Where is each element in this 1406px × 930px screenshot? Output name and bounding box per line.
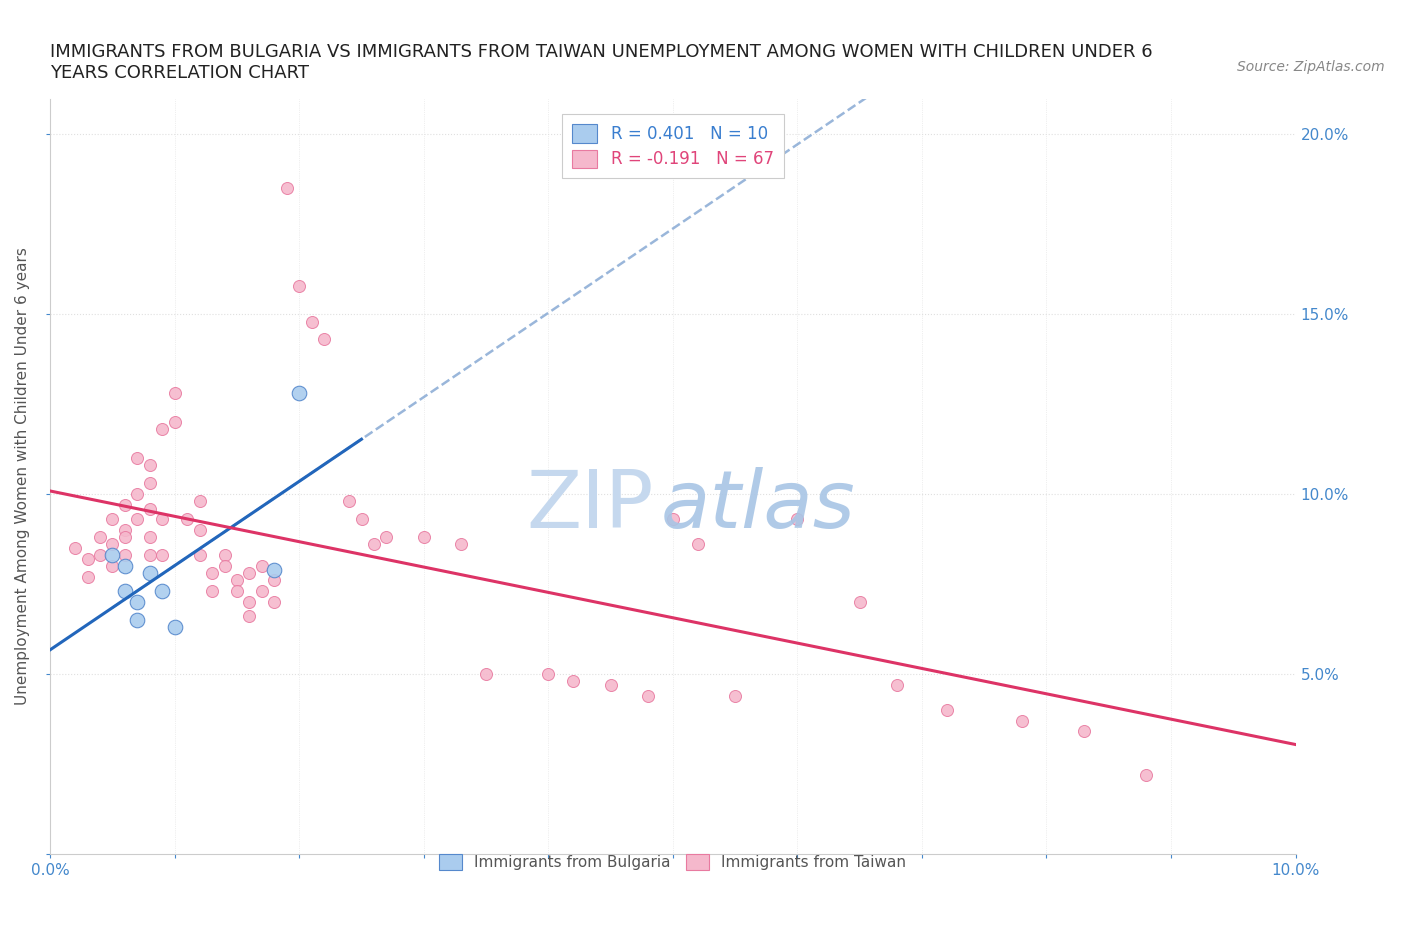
Point	[163, 619, 186, 634]
Point	[176, 512, 198, 526]
Text: atlas: atlas	[661, 468, 855, 545]
Point	[127, 594, 149, 609]
Text: ZIP: ZIP	[527, 468, 654, 545]
Point	[63, 540, 86, 555]
Point	[562, 673, 585, 688]
Point	[475, 667, 498, 682]
Point	[250, 584, 273, 599]
Point	[886, 677, 908, 692]
Point	[163, 415, 186, 430]
Point	[238, 609, 260, 624]
Point	[127, 512, 149, 526]
Point	[1073, 724, 1095, 739]
Point	[263, 594, 285, 609]
Point	[226, 573, 249, 588]
Point	[375, 530, 398, 545]
Point	[150, 584, 173, 599]
Point	[301, 314, 323, 329]
Point	[127, 613, 149, 628]
Point	[1011, 713, 1033, 728]
Point	[139, 530, 162, 545]
Point	[686, 537, 709, 551]
Point	[188, 494, 211, 509]
Text: Source: ZipAtlas.com: Source: ZipAtlas.com	[1237, 60, 1385, 74]
Point	[101, 548, 124, 563]
Point	[114, 523, 136, 538]
Point	[238, 594, 260, 609]
Point	[724, 688, 747, 703]
Point	[250, 559, 273, 574]
Point	[226, 584, 249, 599]
Point	[288, 386, 311, 401]
Point	[114, 530, 136, 545]
Point	[139, 476, 162, 491]
Point	[599, 677, 621, 692]
Point	[337, 494, 360, 509]
Point	[139, 458, 162, 472]
Legend: Immigrants from Bulgaria, Immigrants from Taiwan: Immigrants from Bulgaria, Immigrants fro…	[433, 848, 912, 876]
Point	[188, 523, 211, 538]
Point	[201, 584, 224, 599]
Point	[139, 548, 162, 563]
Point	[114, 498, 136, 512]
Point	[188, 548, 211, 563]
Point	[127, 451, 149, 466]
Point	[89, 548, 111, 563]
Point	[201, 565, 224, 580]
Point	[114, 548, 136, 563]
Point	[89, 530, 111, 545]
Point	[288, 278, 311, 293]
Point	[537, 667, 560, 682]
Point	[101, 559, 124, 574]
Point	[412, 530, 434, 545]
Point	[150, 548, 173, 563]
Point	[314, 332, 336, 347]
Text: IMMIGRANTS FROM BULGARIA VS IMMIGRANTS FROM TAIWAN UNEMPLOYMENT AMONG WOMEN WITH: IMMIGRANTS FROM BULGARIA VS IMMIGRANTS F…	[51, 43, 1153, 82]
Point	[848, 594, 870, 609]
Point	[163, 386, 186, 401]
Point	[139, 501, 162, 516]
Point	[350, 512, 373, 526]
Point	[238, 565, 260, 580]
Point	[139, 565, 162, 580]
Point	[101, 512, 124, 526]
Point	[114, 559, 136, 574]
Point	[263, 563, 285, 578]
Point	[150, 512, 173, 526]
Point	[101, 537, 124, 551]
Point	[363, 537, 385, 551]
Point	[114, 584, 136, 599]
Point	[214, 559, 236, 574]
Point	[127, 486, 149, 501]
Point	[76, 569, 98, 584]
Point	[276, 181, 298, 196]
Point	[450, 537, 472, 551]
Point	[214, 548, 236, 563]
Point	[935, 702, 957, 717]
Point	[1135, 767, 1157, 782]
Point	[150, 422, 173, 437]
Point	[786, 512, 808, 526]
Point	[263, 573, 285, 588]
Y-axis label: Unemployment Among Women with Children Under 6 years: Unemployment Among Women with Children U…	[15, 247, 30, 705]
Point	[662, 512, 685, 526]
Point	[637, 688, 659, 703]
Point	[76, 551, 98, 566]
